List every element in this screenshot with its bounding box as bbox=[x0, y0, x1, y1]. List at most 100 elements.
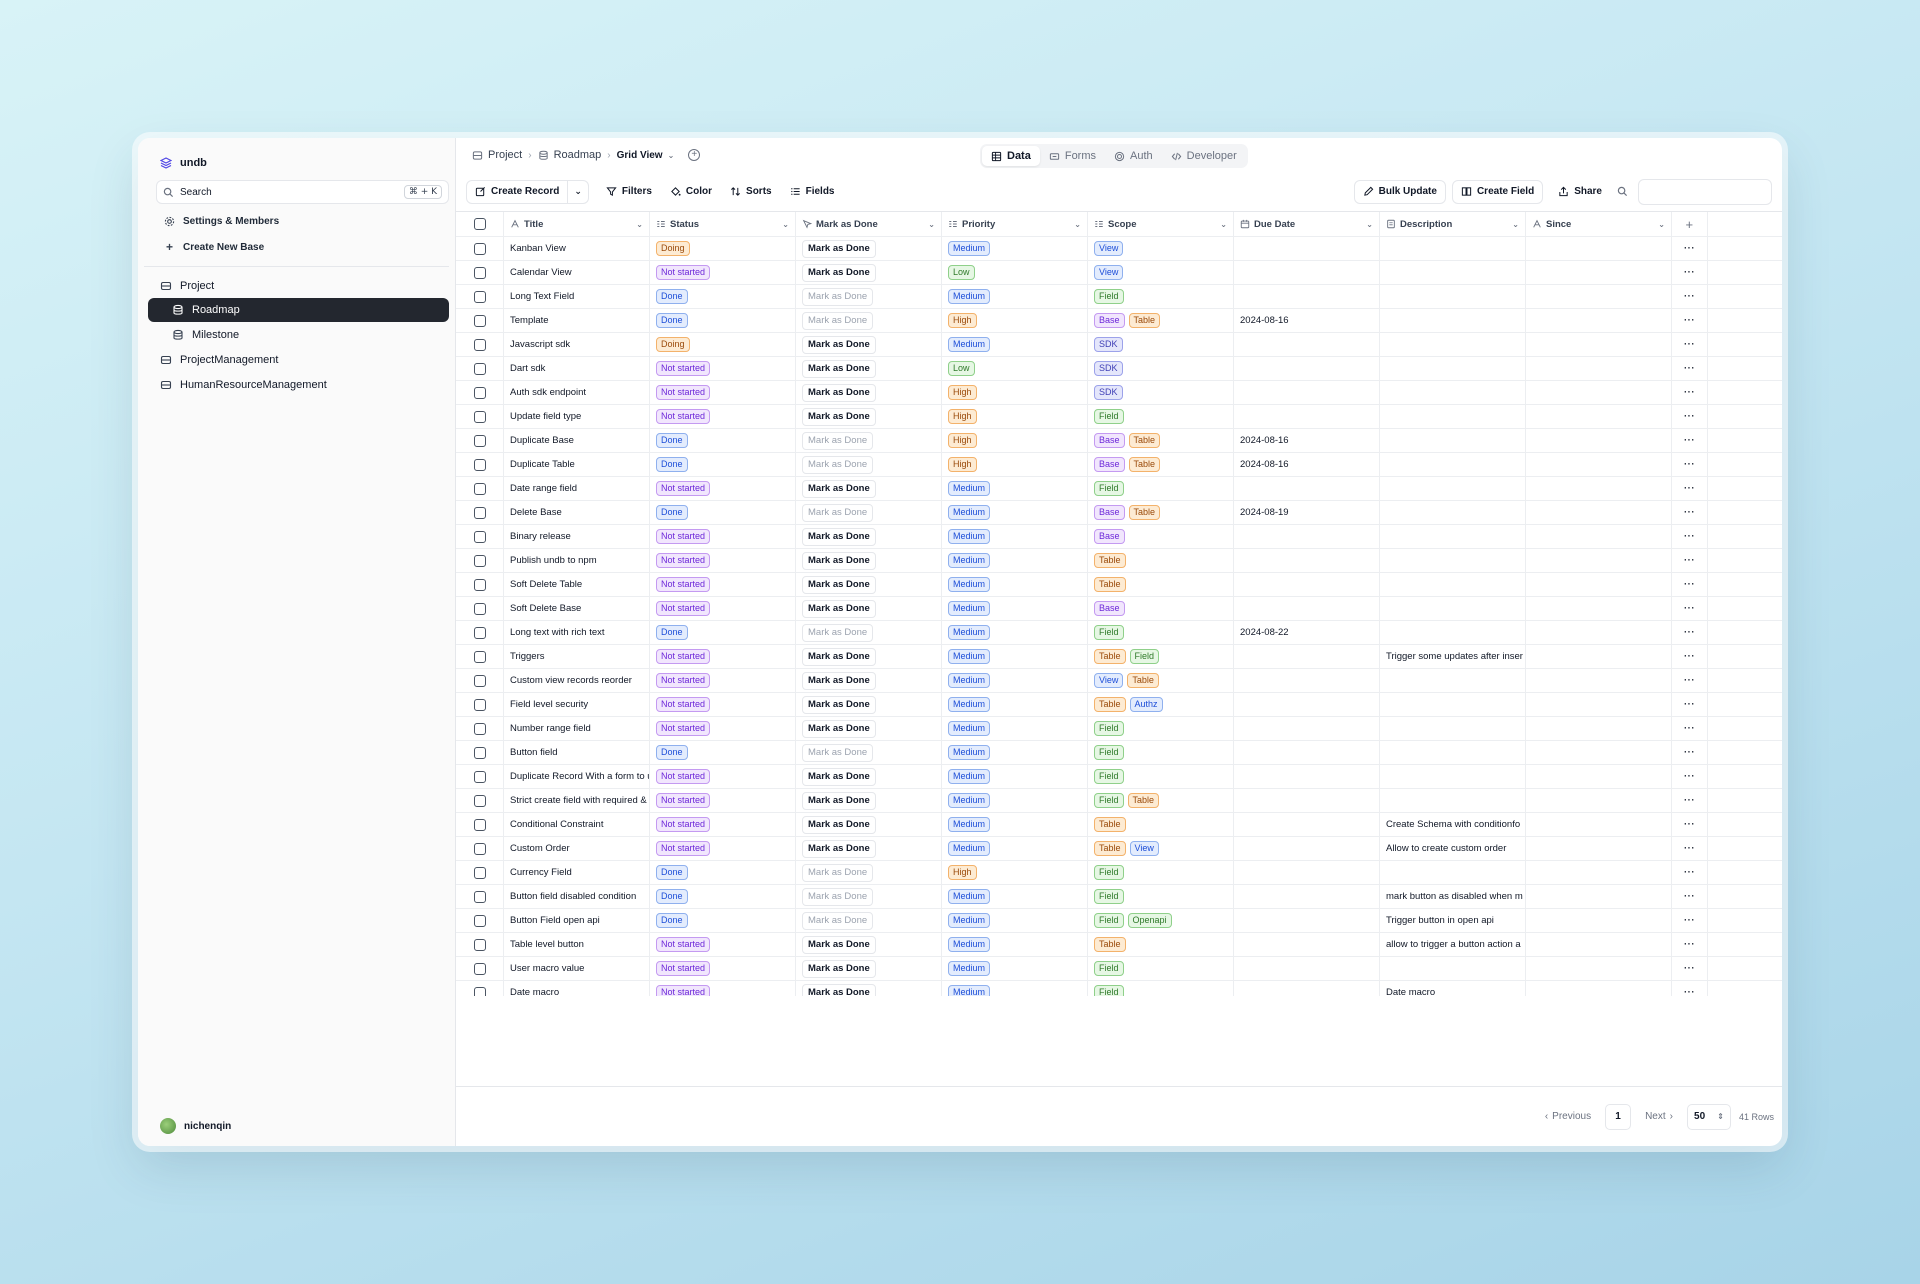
app-brand[interactable]: undb bbox=[160, 150, 455, 176]
row-select-cell[interactable] bbox=[456, 453, 504, 476]
current-page-button[interactable]: 1 bbox=[1605, 1103, 1632, 1130]
breadcrumb-view[interactable]: Grid View ⌄ bbox=[617, 150, 675, 161]
mark-as-done-button[interactable]: Mark as Done bbox=[802, 743, 874, 762]
scope-cell[interactable]: Table bbox=[1088, 813, 1234, 836]
column-header-status[interactable]: Status ⌄ bbox=[650, 212, 796, 236]
scope-cell[interactable]: Field bbox=[1088, 765, 1234, 788]
description-cell[interactable]: Create Schema with conditionfo bbox=[1380, 813, 1526, 836]
description-cell[interactable]: Trigger button in open api bbox=[1380, 909, 1526, 932]
row-checkbox[interactable] bbox=[473, 578, 486, 591]
scope-cell[interactable]: Base Table bbox=[1088, 453, 1234, 476]
status-cell[interactable]: Not started bbox=[650, 957, 796, 980]
row-select-cell[interactable] bbox=[456, 357, 504, 380]
mark-as-done-button[interactable]: Mark as Done bbox=[802, 551, 876, 570]
mark-as-done-button[interactable]: Mark as Done bbox=[802, 527, 876, 546]
mark-as-done-button[interactable]: Mark as Done bbox=[802, 839, 876, 858]
tab-forms[interactable]: Forms bbox=[1040, 146, 1105, 166]
table-row[interactable]: Binary release Not started Mark as Done Med… bbox=[456, 525, 1782, 549]
table-row[interactable]: Number range field Not started Mark as Don… bbox=[456, 717, 1782, 741]
column-header-mark-as-done[interactable]: Mark as Done ⌄ bbox=[796, 212, 942, 236]
row-select-cell[interactable] bbox=[456, 381, 504, 404]
row-select-cell[interactable] bbox=[456, 957, 504, 980]
status-cell[interactable]: Not started bbox=[650, 981, 796, 996]
row-select-cell[interactable] bbox=[456, 525, 504, 548]
row-checkbox[interactable] bbox=[473, 530, 486, 543]
description-cell[interactable] bbox=[1380, 741, 1526, 764]
row-checkbox[interactable] bbox=[473, 290, 486, 303]
due-date-cell[interactable] bbox=[1234, 477, 1380, 500]
due-date-cell[interactable] bbox=[1234, 693, 1380, 716]
description-cell[interactable] bbox=[1380, 861, 1526, 884]
create-base-link[interactable]: + Create New Base bbox=[164, 234, 455, 260]
status-cell[interactable]: Not started bbox=[650, 405, 796, 428]
mark-as-done-button[interactable]: Mark as Done bbox=[802, 575, 876, 594]
priority-cell[interactable]: Medium bbox=[942, 813, 1088, 836]
column-header-description[interactable]: Description ⌄ bbox=[1380, 212, 1526, 236]
since-cell[interactable] bbox=[1526, 237, 1672, 260]
priority-cell[interactable]: Medium bbox=[942, 597, 1088, 620]
mark-as-done-button[interactable]: Mark as Done bbox=[802, 815, 876, 834]
priority-cell[interactable]: Medium bbox=[942, 957, 1088, 980]
mark-as-done-button[interactable]: Mark as Done bbox=[802, 239, 876, 258]
row-select-cell[interactable] bbox=[456, 789, 504, 812]
since-cell[interactable] bbox=[1526, 789, 1672, 812]
row-checkbox[interactable] bbox=[473, 242, 486, 255]
scope-cell[interactable]: Base bbox=[1088, 597, 1234, 620]
mark-as-done-button[interactable]: Mark as Done bbox=[802, 719, 876, 738]
table-row[interactable]: Field level security Not started Mark as D… bbox=[456, 693, 1782, 717]
sidebar-item-humanresourcemanagement[interactable]: HumanResourceManagement bbox=[138, 372, 455, 397]
row-actions-icon[interactable]: ··· bbox=[1672, 597, 1708, 620]
column-header-due-date[interactable]: Due Date ⌄ bbox=[1234, 212, 1380, 236]
row-select-cell[interactable] bbox=[456, 261, 504, 284]
description-cell[interactable] bbox=[1380, 549, 1526, 572]
next-page-button[interactable]: Next › bbox=[1639, 1111, 1679, 1122]
mark-as-done-button[interactable]: Mark as Done bbox=[802, 935, 876, 954]
status-cell[interactable]: Not started bbox=[650, 789, 796, 812]
description-cell[interactable] bbox=[1380, 573, 1526, 596]
due-date-cell[interactable] bbox=[1234, 981, 1380, 996]
row-select-cell[interactable] bbox=[456, 429, 504, 452]
since-cell[interactable] bbox=[1526, 429, 1672, 452]
row-actions-icon[interactable]: ··· bbox=[1672, 453, 1708, 476]
row-checkbox[interactable] bbox=[473, 722, 486, 735]
row-actions-icon[interactable]: ··· bbox=[1672, 261, 1708, 284]
status-cell[interactable]: Done bbox=[650, 861, 796, 884]
due-date-cell[interactable] bbox=[1234, 645, 1380, 668]
due-date-cell[interactable] bbox=[1234, 357, 1380, 380]
since-cell[interactable] bbox=[1526, 453, 1672, 476]
row-actions-icon[interactable]: ··· bbox=[1672, 357, 1708, 380]
status-cell[interactable]: Doing bbox=[650, 237, 796, 260]
mark-as-done-button[interactable]: Mark as Done bbox=[802, 359, 876, 378]
create-record-dropdown[interactable]: ⌄ bbox=[568, 179, 589, 204]
table-row[interactable]: Triggers Not started Mark as Done Medium Tab… bbox=[456, 645, 1782, 669]
title-cell[interactable]: Button Field open api bbox=[504, 909, 650, 932]
sidebar-item-milestone[interactable]: Milestone bbox=[138, 322, 455, 347]
row-select-cell[interactable] bbox=[456, 861, 504, 884]
row-select-cell[interactable] bbox=[456, 573, 504, 596]
description-cell[interactable]: Allow to create custom order bbox=[1380, 837, 1526, 860]
since-cell[interactable] bbox=[1526, 981, 1672, 996]
table-row[interactable]: Table level button Not started Mark as Don… bbox=[456, 933, 1782, 957]
priority-cell[interactable]: High bbox=[942, 861, 1088, 884]
mark-as-done-button[interactable]: Mark as Done bbox=[802, 503, 874, 522]
scope-cell[interactable]: Table Field bbox=[1088, 645, 1234, 668]
scope-cell[interactable]: SDK bbox=[1088, 381, 1234, 404]
title-cell[interactable]: Button field disabled condition bbox=[504, 885, 650, 908]
row-checkbox[interactable] bbox=[473, 794, 486, 807]
priority-cell[interactable]: Medium bbox=[942, 741, 1088, 764]
row-select-cell[interactable] bbox=[456, 885, 504, 908]
table-row[interactable]: Duplicate Base Done Mark as Done High Base Ta… bbox=[456, 429, 1782, 453]
title-cell[interactable]: Soft Delete Base bbox=[504, 597, 650, 620]
create-field-button[interactable]: Create Field bbox=[1451, 179, 1544, 204]
priority-cell[interactable]: High bbox=[942, 453, 1088, 476]
row-select-cell[interactable] bbox=[456, 981, 504, 996]
since-cell[interactable] bbox=[1526, 837, 1672, 860]
table-row[interactable]: Custom Order Not started Mark as Done Mediu… bbox=[456, 837, 1782, 861]
row-select-cell[interactable] bbox=[456, 549, 504, 572]
title-cell[interactable]: Long text with rich text bbox=[504, 621, 650, 644]
row-checkbox[interactable] bbox=[473, 698, 486, 711]
status-cell[interactable]: Not started bbox=[650, 837, 796, 860]
row-select-cell[interactable] bbox=[456, 477, 504, 500]
title-cell[interactable]: Field level security bbox=[504, 693, 650, 716]
row-checkbox[interactable] bbox=[473, 266, 486, 279]
